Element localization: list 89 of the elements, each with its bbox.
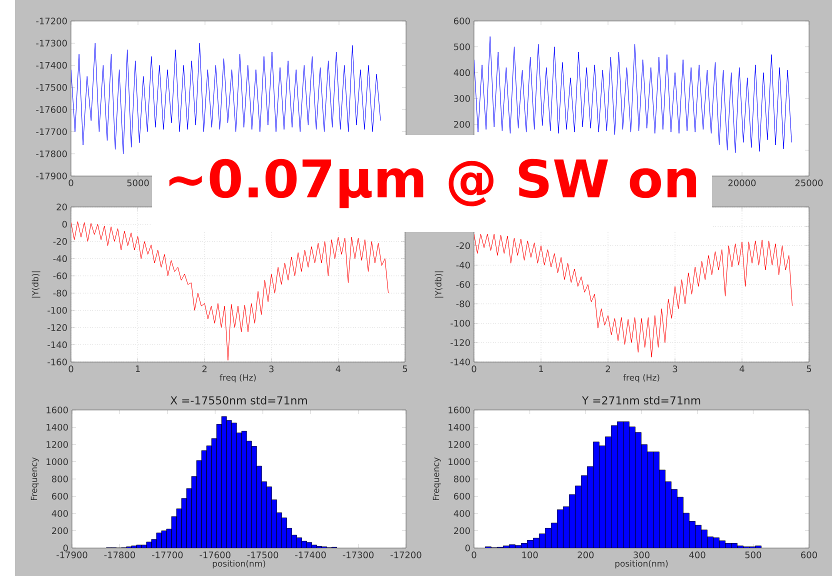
x-tick-label: 200 [578,552,594,558]
y-tick-label: 1400 [448,424,470,431]
y-tick-label: -17600 [36,106,67,113]
x-tick-label: 4 [740,366,744,372]
y-axis-title: Frequency [432,457,441,500]
x-tick-label: 5 [402,366,408,372]
y-tick-label: 0 [62,220,67,228]
y-tick-label: 500 [454,43,470,50]
x-axis-title: freq (Hz) [623,374,660,382]
y-tick-label: 1600 [46,406,68,414]
y-tick-label: -120 [450,339,470,346]
y-tick-label: 200 [454,527,470,534]
y-tick-label: 20 [56,204,67,210]
x-tick-label: -17300 [342,552,374,558]
y-tick-label: -40 [53,255,67,262]
x-axis-title: position(nm) [615,560,668,568]
y-tick-label: -17400 [36,62,67,69]
y-tick-label: -80 [53,290,67,296]
y-tick-label: -17200 [36,18,67,24]
y-tick-label: 800 [52,476,68,482]
y-axis-title: Frequency [30,457,39,500]
text: ~0.07µm @ SW on [169,158,696,208]
y-tick-label: -120 [48,324,67,331]
x-tick-label: 0 [472,366,476,372]
y-tick-label: 300 [454,95,470,102]
x-tick-label: -17500 [247,552,278,558]
x-tick-label: -17600 [200,552,230,558]
x-tick-label: 2 [202,366,207,372]
x-tick-label: 1 [136,366,140,372]
x-tick-label: 1 [539,366,544,372]
x-tick-label: 4 [336,366,341,372]
chart-title: Y =271nm std=71nm [582,396,700,405]
x-axis-title: freq (Hz) [220,374,256,382]
y-tick-label: -20 [456,242,470,250]
y-tick-label: 600 [454,18,470,24]
y-tick-label: -140 [450,358,470,366]
x-tick-label: 100 [522,552,538,558]
y-tick-label: 1600 [448,406,470,414]
x-tick-label: -17700 [152,552,183,558]
x-tick-label: 600 [801,552,817,558]
y-tick-label: 1200 [448,441,470,448]
x-tick-label: 25000 [795,180,823,186]
y-tick-label: -17900 [36,172,67,180]
y-tick-label: 200 [52,527,68,534]
x-tick-label: -17800 [104,552,135,558]
x-tick-label: 2 [606,366,610,372]
y-tick-label: 600 [454,492,470,500]
y-tick-label: -17700 [36,128,67,136]
y-tick-label: 1400 [46,424,68,431]
y-tick-label: 800 [454,476,470,482]
y-tick-label: -17800 [36,150,67,158]
x-tick-label: 5 [806,366,812,372]
y-tick-label: 400 [454,510,470,517]
x-tick-label: 400 [689,552,706,558]
x-axis-title: position(nm) [212,560,266,568]
y-tick-label: -100 [48,306,67,314]
y-tick-label: -20 [53,238,67,245]
x-tick-label: 0 [68,180,74,186]
x-tick-label: 3 [269,366,274,372]
y-tick-label: -80 [456,300,470,308]
x-tick-label: 3 [672,366,678,372]
y-tick-label: 200 [454,120,470,128]
x-tick-label: -17400 [295,552,326,558]
y-tick-label: 400 [52,510,68,517]
y-tick-label: 1200 [46,441,68,448]
y-tick-label: -17500 [36,84,67,91]
y-tick-label: -160 [48,358,67,366]
y-tick-label: 1000 [46,458,68,466]
y-tick-label: -60 [53,272,67,280]
y-axis-title: |Y(db)| [434,271,444,298]
y-tick-label: 0 [465,544,470,552]
x-tick-label: 300 [634,552,650,558]
y-tick-label: 600 [52,492,68,500]
y-tick-label: -60 [456,281,470,288]
y-tick-label: -40 [456,262,470,269]
chart-title: X =-17550nm std=71nm [170,396,307,405]
y-tick-label: 1000 [448,458,470,466]
y-axis-title: |Y(db)| [32,271,40,298]
x-tick-label: 20000 [728,180,756,186]
y-tick-label: 0 [63,544,68,552]
x-tick-label: 500 [745,552,762,558]
x-tick-label: 0 [472,552,476,558]
y-tick-label: -140 [48,341,67,348]
x-tick-label: 0 [68,366,74,372]
y-tick-label: -17300 [36,40,67,47]
y-tick-label: 400 [454,69,470,76]
y-tick-label: -100 [450,320,470,327]
x-tick-label: -17200 [390,552,422,558]
x-tick-label: 5000 [127,180,149,186]
